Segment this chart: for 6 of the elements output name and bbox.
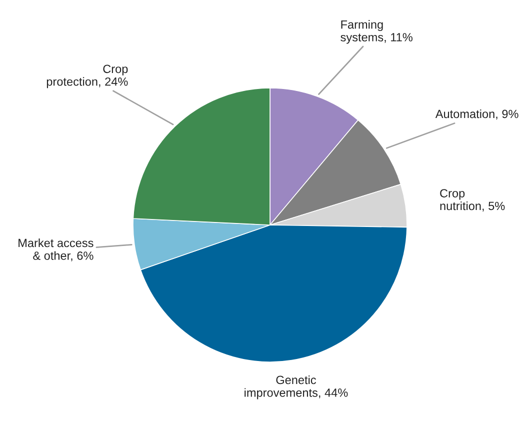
slice-label: Automation, 9% [435, 109, 518, 120]
slice-label: Crop nutrition, 5% [440, 189, 505, 212]
slice-label: Market access & other, 6% [18, 238, 94, 262]
slice-label: Crop protection, 24% [46, 64, 128, 88]
slice-label: Genetic improvements, 44% [244, 375, 348, 400]
slice-label: Farming systems, 11% [340, 20, 412, 44]
